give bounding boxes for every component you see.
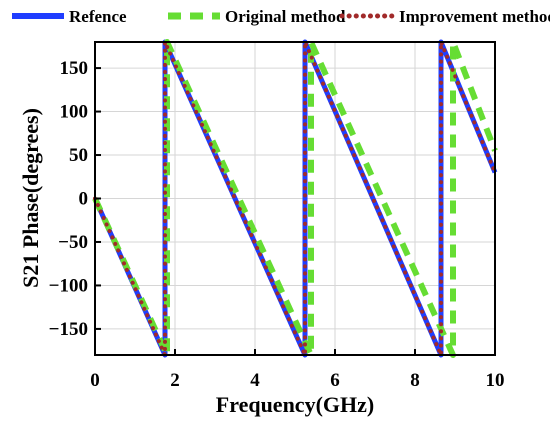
grid (95, 42, 495, 355)
x-tick-label: 10 (486, 370, 505, 391)
x-tick-label: 6 (330, 370, 340, 391)
axis-ticks: 0 2 4 6 8 10 −150 −100 −50 0 50 100 150 (49, 58, 505, 391)
y-axis-title: S21 Phase(degrees) (18, 108, 43, 288)
x-tick-label: 2 (170, 370, 180, 391)
legend: Refence Original method Improvement method (12, 7, 550, 26)
y-tick-label: 150 (60, 58, 89, 79)
y-tick-label: 0 (79, 189, 89, 210)
x-axis-title: Frequency(GHz) (216, 392, 374, 417)
series-lines (92, 39, 498, 358)
y-tick-label: 50 (69, 145, 88, 166)
y-tick-label: 100 (60, 102, 89, 123)
x-tick-label: 0 (90, 370, 100, 391)
x-tick-label: 4 (250, 370, 260, 391)
y-tick-label: −50 (58, 232, 88, 253)
y-tick-label: −150 (49, 319, 88, 340)
legend-label-2: Original method (225, 7, 346, 26)
x-tick-label: 8 (410, 370, 420, 391)
legend-label-1: Refence (69, 7, 127, 26)
y-tick-label: −100 (49, 275, 88, 296)
legend-label-3: Improvement method (399, 7, 550, 26)
series-line-2 (92, 39, 498, 358)
